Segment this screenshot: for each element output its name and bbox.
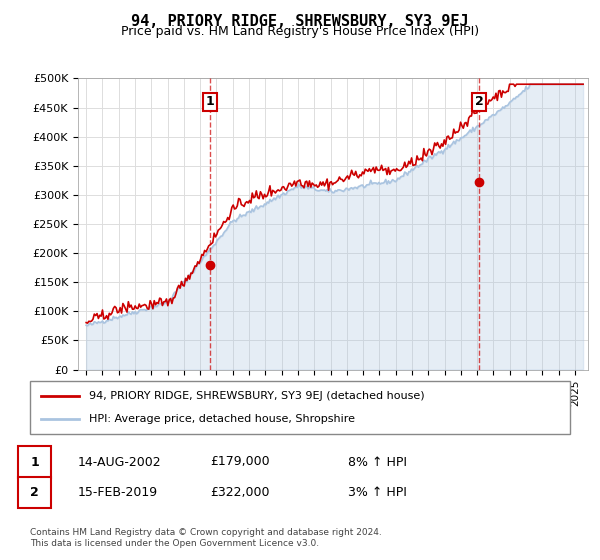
Text: 8% ↑ HPI: 8% ↑ HPI bbox=[348, 455, 407, 469]
Text: 3% ↑ HPI: 3% ↑ HPI bbox=[348, 486, 407, 500]
Text: 2: 2 bbox=[30, 486, 39, 500]
Text: HPI: Average price, detached house, Shropshire: HPI: Average price, detached house, Shro… bbox=[89, 414, 355, 424]
Text: 94, PRIORY RIDGE, SHREWSBURY, SY3 9EJ: 94, PRIORY RIDGE, SHREWSBURY, SY3 9EJ bbox=[131, 14, 469, 29]
Text: 94, PRIORY RIDGE, SHREWSBURY, SY3 9EJ (detached house): 94, PRIORY RIDGE, SHREWSBURY, SY3 9EJ (d… bbox=[89, 391, 425, 401]
Text: 14-AUG-2002: 14-AUG-2002 bbox=[78, 455, 161, 469]
Text: 1: 1 bbox=[30, 455, 39, 469]
Text: 1: 1 bbox=[206, 95, 215, 108]
Text: £179,000: £179,000 bbox=[210, 455, 269, 469]
Text: £322,000: £322,000 bbox=[210, 486, 269, 500]
Text: Price paid vs. HM Land Registry's House Price Index (HPI): Price paid vs. HM Land Registry's House … bbox=[121, 25, 479, 38]
Text: Contains HM Land Registry data © Crown copyright and database right 2024.
This d: Contains HM Land Registry data © Crown c… bbox=[30, 528, 382, 548]
Text: 2: 2 bbox=[475, 95, 484, 108]
FancyBboxPatch shape bbox=[30, 381, 570, 434]
Text: 15-FEB-2019: 15-FEB-2019 bbox=[78, 486, 158, 500]
